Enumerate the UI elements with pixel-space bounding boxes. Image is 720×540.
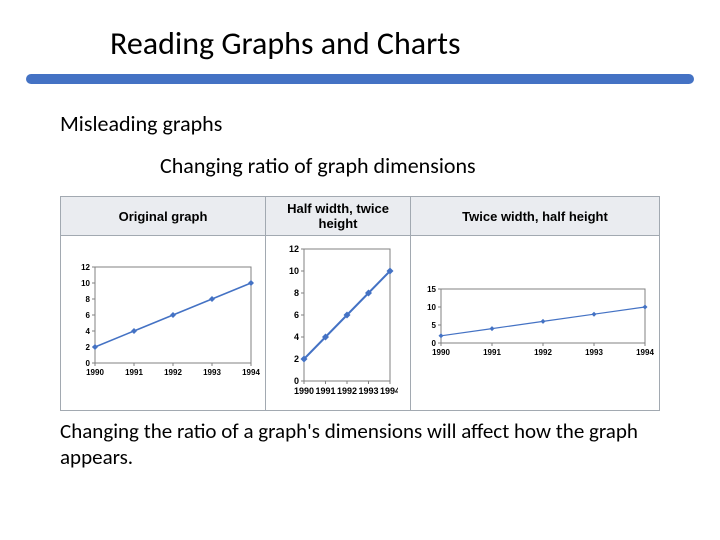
svg-text:10: 10 — [289, 266, 299, 276]
chart-twice-width-half-height: 0 5 10 15 1990 1991 1992 1993 1994 — [415, 281, 655, 366]
svg-text:0: 0 — [432, 338, 437, 347]
svg-text:1991: 1991 — [315, 386, 335, 396]
svg-text:1992: 1992 — [337, 386, 357, 396]
cell-chart-2: 0 5 10 15 1990 1991 1992 1993 1994 — [411, 236, 660, 411]
cell-chart-1: 0 2 4 6 8 10 12 19901991199219931994 — [266, 236, 411, 411]
caption-text: Changing the ratio of a graph's dimensio… — [60, 418, 640, 471]
svg-text:2: 2 — [294, 354, 299, 364]
svg-text:1991: 1991 — [483, 348, 501, 357]
svg-text:12: 12 — [289, 244, 299, 254]
svg-text:1994: 1994 — [380, 386, 398, 396]
chart-half-width-twice-height: 0 2 4 6 8 10 12 19901991199219931994 — [278, 241, 398, 406]
svg-text:1991: 1991 — [125, 368, 143, 377]
col-header-1: Half width, twice height — [266, 197, 411, 236]
svg-text:5: 5 — [432, 320, 437, 329]
subtitle-2: Changing ratio of graph dimensions — [160, 152, 476, 179]
page-title: Reading Graphs and Charts — [110, 24, 461, 63]
svg-text:6: 6 — [294, 310, 299, 320]
svg-text:0: 0 — [294, 376, 299, 386]
svg-text:0: 0 — [86, 358, 91, 367]
svg-text:6: 6 — [86, 310, 91, 319]
svg-text:1993: 1993 — [203, 368, 221, 377]
svg-text:1990: 1990 — [294, 386, 314, 396]
svg-text:1993: 1993 — [585, 348, 603, 357]
svg-text:8: 8 — [294, 288, 299, 298]
table-header-row: Original graph Half width, twice height … — [61, 197, 660, 236]
svg-text:10: 10 — [427, 302, 436, 311]
svg-text:8: 8 — [86, 294, 91, 303]
svg-text:1990: 1990 — [432, 348, 450, 357]
svg-text:2: 2 — [86, 342, 91, 351]
chart-original: 0 2 4 6 8 10 12 1990 1991 1992 1993 1994 — [65, 257, 261, 390]
col-header-2: Twice width, half height — [411, 197, 660, 236]
svg-text:1993: 1993 — [358, 386, 378, 396]
svg-text:1990: 1990 — [86, 368, 104, 377]
svg-text:1992: 1992 — [164, 368, 182, 377]
svg-text:4: 4 — [86, 326, 91, 335]
svg-text:15: 15 — [427, 284, 436, 293]
col-header-0: Original graph — [61, 197, 266, 236]
svg-text:4: 4 — [294, 332, 299, 342]
charts-table: Original graph Half width, twice height … — [60, 196, 660, 411]
svg-text:1994: 1994 — [242, 368, 260, 377]
table-row: 02468101219901991199219931994 0246810121… — [61, 236, 660, 411]
subtitle-1: Misleading graphs — [60, 110, 222, 137]
svg-text:1992: 1992 — [534, 348, 552, 357]
slide: Reading Graphs and Charts Misleading gra… — [0, 0, 720, 540]
svg-text:12: 12 — [81, 262, 90, 271]
svg-text:10: 10 — [81, 278, 90, 287]
svg-text:1994: 1994 — [636, 348, 654, 357]
title-underline — [26, 74, 694, 84]
cell-chart-0: 0 2 4 6 8 10 12 1990 1991 1992 1993 1994 — [61, 236, 266, 411]
